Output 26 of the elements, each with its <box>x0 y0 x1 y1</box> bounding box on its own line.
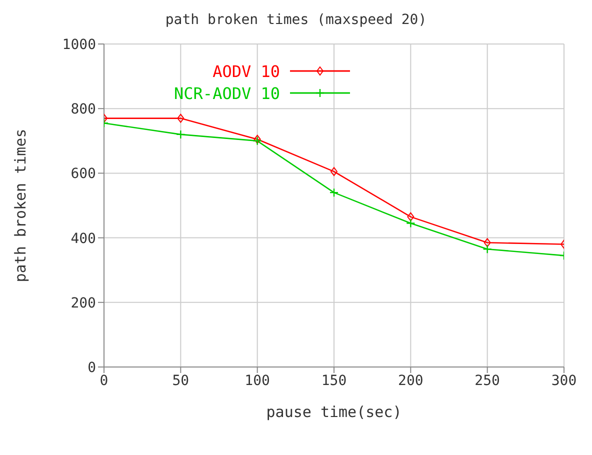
point <box>406 218 416 228</box>
y-tick-label: 600 <box>70 166 96 182</box>
x-tick-label: 0 <box>100 372 108 389</box>
y-tick-label: 200 <box>70 295 96 312</box>
x-axis-title: pause time(sec) <box>266 403 402 421</box>
point <box>329 188 339 198</box>
point <box>407 212 414 222</box>
point <box>482 244 492 254</box>
y-tick-label: 1000 <box>62 36 96 53</box>
point <box>176 130 186 140</box>
chart-title: path broken times (maxspeed 20) <box>164 12 428 28</box>
point <box>484 238 491 248</box>
legend-label: AODV 10 <box>212 62 280 80</box>
point <box>177 114 184 123</box>
y-tick-label: 0 <box>88 360 96 376</box>
y-axis-title: path broken times <box>11 128 30 282</box>
x-tick-label: 200 <box>398 372 424 389</box>
x-tick-label: 300 <box>551 372 577 389</box>
y-tick-label: 400 <box>70 230 96 247</box>
x-tick-label: 50 <box>172 372 190 389</box>
x-tick-label: 100 <box>244 372 270 389</box>
legend-label: NCR-AODV 10 <box>174 84 280 102</box>
x-tick-label: 250 <box>474 372 500 389</box>
y-tick-label: 800 <box>70 102 96 118</box>
x-tick-label: 150 <box>321 372 347 389</box>
point <box>330 167 338 176</box>
